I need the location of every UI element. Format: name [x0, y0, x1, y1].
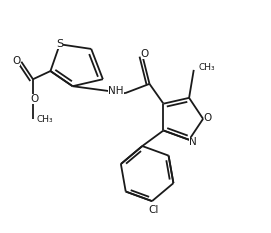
Text: S: S [56, 39, 63, 49]
Text: O: O [12, 56, 20, 65]
Text: O: O [30, 94, 38, 104]
Text: NH: NH [108, 86, 124, 96]
Text: CH₃: CH₃ [198, 63, 215, 72]
Text: CH₃: CH₃ [37, 116, 53, 124]
Text: Cl: Cl [148, 205, 158, 215]
Text: O: O [141, 49, 149, 58]
Text: N: N [189, 137, 197, 147]
Text: O: O [204, 113, 212, 123]
